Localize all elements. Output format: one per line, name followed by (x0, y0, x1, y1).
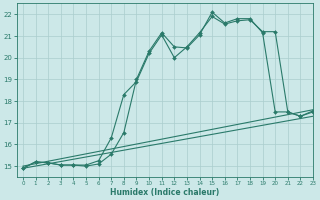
X-axis label: Humidex (Indice chaleur): Humidex (Indice chaleur) (110, 188, 220, 197)
